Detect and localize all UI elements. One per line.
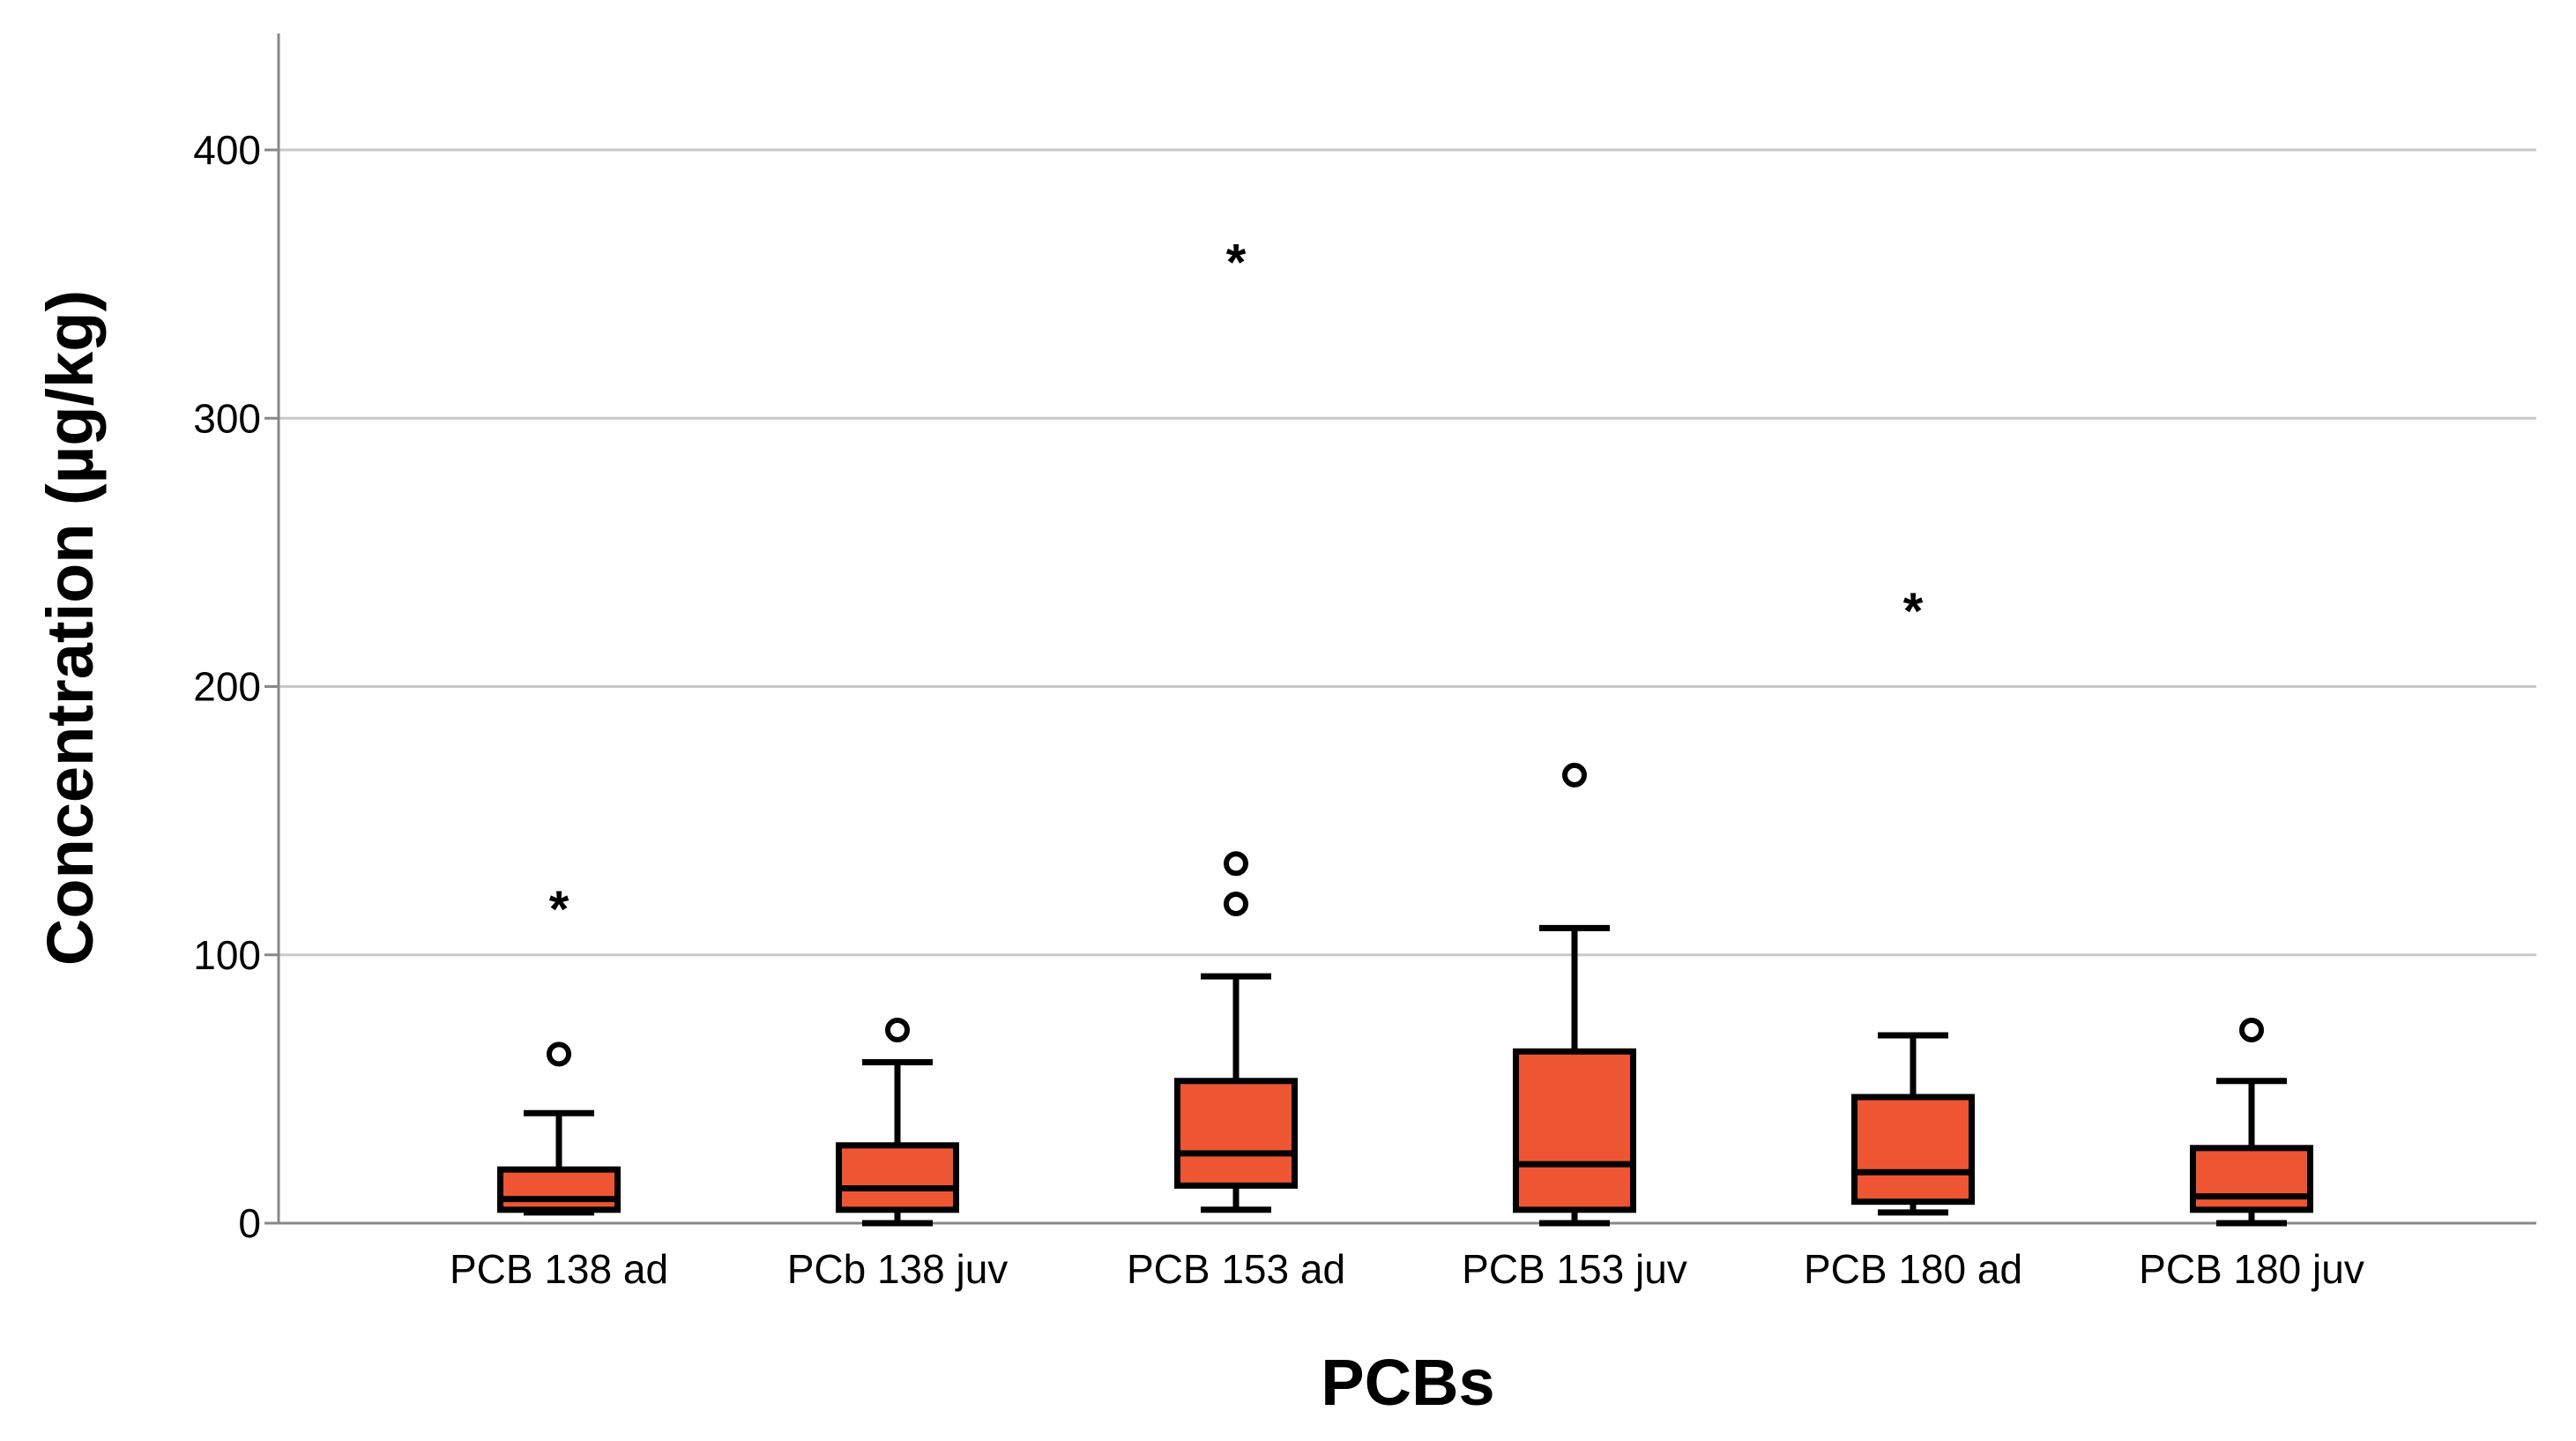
y-tick-label: 100 — [193, 932, 261, 978]
box-group — [2190, 1017, 2313, 1227]
iqr-box — [1513, 1048, 1636, 1213]
outlier-point — [885, 1017, 910, 1042]
box-group: * — [1174, 235, 1298, 1213]
outlier-point — [2239, 1017, 2264, 1042]
iqr-box — [497, 1166, 621, 1213]
box-group — [1513, 762, 1636, 1227]
x-tick-label: PCB 153 ad — [1127, 1246, 1345, 1292]
outlier-point — [547, 1042, 571, 1067]
extreme-point: * — [1903, 583, 1924, 640]
extreme-point: * — [1226, 235, 1247, 292]
outlier-point — [1224, 851, 1248, 877]
x-tick-labels: PCB 138 ad PCb 138 juv PCB 153 ad PCB 153 j… — [450, 1246, 2364, 1292]
iqr-box — [836, 1142, 959, 1213]
box-group: * — [497, 881, 621, 1216]
y-tick-label: 0 — [238, 1200, 261, 1246]
x-tick-label: PCB 180 ad — [1804, 1246, 2022, 1292]
x-axis-title: PCBs — [1321, 1346, 1494, 1419]
y-axis-title: Concentration (µg/kg) — [34, 290, 107, 966]
x-tick-label: PCB 180 juv — [2139, 1246, 2364, 1292]
outlier-point — [1224, 891, 1248, 916]
iqr-box — [1851, 1094, 1975, 1206]
iqr-box — [2190, 1145, 2313, 1213]
x-tick-label: PCB 138 ad — [450, 1246, 668, 1292]
y-tick-label: 300 — [193, 395, 261, 441]
gridlines — [279, 148, 2536, 957]
y-tick-label: 400 — [193, 127, 261, 173]
boxes: * * * — [497, 235, 2313, 1227]
x-tick-label: PCb 138 juv — [787, 1246, 1009, 1292]
y-tick-labels: 0 100 200 300 400 — [193, 127, 279, 1246]
outlier-point — [1562, 762, 1587, 788]
x-tick-label: PCB 153 juv — [1462, 1246, 1687, 1292]
extreme-point: * — [549, 881, 570, 938]
box-group — [836, 1017, 959, 1227]
iqr-box — [1174, 1078, 1298, 1189]
y-tick-label: 200 — [193, 664, 261, 710]
axes — [277, 34, 2536, 1225]
box-group: * — [1851, 583, 1975, 1216]
